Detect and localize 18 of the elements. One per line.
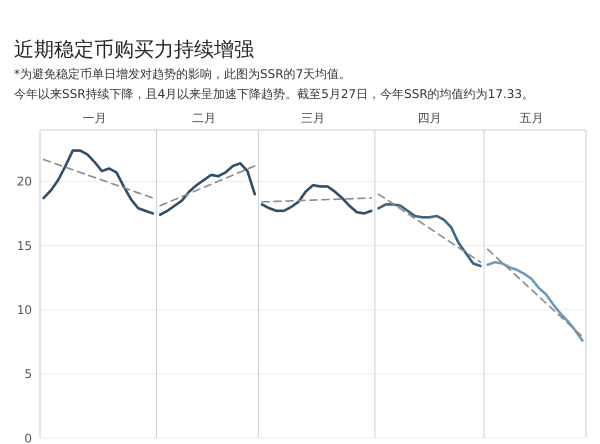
x-tick-label: 一月 bbox=[82, 111, 107, 125]
line-series bbox=[42, 149, 154, 215]
y-tick-label: 10 bbox=[16, 302, 32, 317]
x-tick-label: 五月 bbox=[519, 111, 544, 125]
line-series bbox=[158, 162, 256, 216]
line-series bbox=[486, 260, 584, 342]
y-tick-label: 20 bbox=[16, 174, 32, 189]
line-series bbox=[377, 203, 482, 268]
chart-title: 近期稳定币购买力持续增强 bbox=[14, 36, 254, 63]
y-tick-label: 15 bbox=[16, 238, 32, 253]
y-tick-label: 0 bbox=[24, 431, 32, 444]
x-tick-label: 四月 bbox=[417, 111, 442, 125]
text: 今年以来SSR持续下降，且4月以来呈加速下降趋势。截至5月27日，今年SSR的均值约为17.33。 bbox=[14, 86, 534, 103]
line-series bbox=[260, 184, 373, 215]
y-tick-label: 5 bbox=[24, 367, 32, 382]
x-tick-label: 二月 bbox=[192, 111, 216, 125]
x-tick-label: 三月 bbox=[301, 111, 325, 125]
chart-subtitle: *为避免稳定币单日增发对趋势的影响，此图为SSR的7天均值。 bbox=[14, 66, 352, 83]
